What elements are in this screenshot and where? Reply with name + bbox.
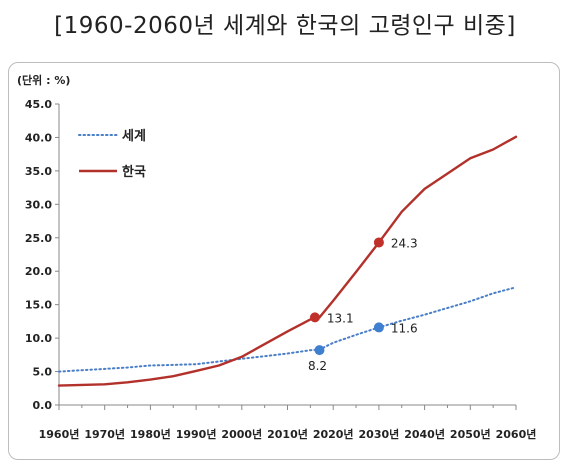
y-tick-label: 5.0 bbox=[33, 366, 53, 379]
data-label: 13.1 bbox=[327, 311, 354, 325]
chart-title: [1960-2060년 세계와 한국의 고령인구 비중] bbox=[54, 13, 516, 39]
x-tick-label: 2020년 bbox=[313, 427, 354, 441]
x-tick-label: 2040년 bbox=[404, 427, 445, 441]
data-label: 8.2 bbox=[308, 359, 327, 373]
data-point bbox=[314, 345, 325, 356]
data-label: 11.6 bbox=[391, 321, 418, 335]
x-tick-label: 2060년 bbox=[496, 427, 537, 441]
x-tick-label: 1960년 bbox=[39, 427, 80, 441]
data-point bbox=[309, 312, 320, 323]
unit-label: (단위 : %) bbox=[17, 73, 70, 87]
series-line-world bbox=[58, 286, 517, 373]
x-tick-label: 1980년 bbox=[130, 427, 171, 441]
line-chart: (단위 : %) 0.0 5.0 10.0 15.0 20.0 25.0 30.0 35.0 40… bbox=[17, 73, 537, 441]
y-tick-label: 25.0 bbox=[25, 232, 52, 245]
x-tick-label: 1990년 bbox=[176, 427, 217, 441]
x-tick-label: 2000년 bbox=[221, 427, 262, 441]
y-tick-label: 45.0 bbox=[25, 98, 52, 111]
legend-label: 세계 bbox=[122, 129, 146, 144]
x-tick-label: 1970년 bbox=[84, 427, 125, 441]
y-tick-label: 30.0 bbox=[25, 198, 52, 211]
data-point bbox=[373, 237, 384, 248]
x-tick-label: 2010년 bbox=[267, 427, 308, 441]
series-line-korea bbox=[57, 135, 518, 387]
legend-label: 한국 bbox=[122, 164, 146, 180]
y-tick-label: 20.0 bbox=[25, 265, 52, 278]
data-label: 24.3 bbox=[391, 236, 418, 250]
y-tick-label: 10.0 bbox=[25, 332, 52, 345]
y-tick-label: 35.0 bbox=[25, 165, 52, 178]
chart-frame: (단위 : %) 0.0 5.0 10.0 15.0 20.0 25.0 30.0 35.0 40… bbox=[8, 62, 560, 460]
y-tick-label: 0.0 bbox=[33, 399, 53, 412]
y-tick-label: 40.0 bbox=[25, 131, 52, 144]
y-tick-label: 15.0 bbox=[25, 299, 52, 312]
data-point bbox=[373, 322, 384, 333]
x-tick-label: 2050년 bbox=[450, 427, 491, 441]
x-tick-label: 2030년 bbox=[359, 427, 400, 441]
